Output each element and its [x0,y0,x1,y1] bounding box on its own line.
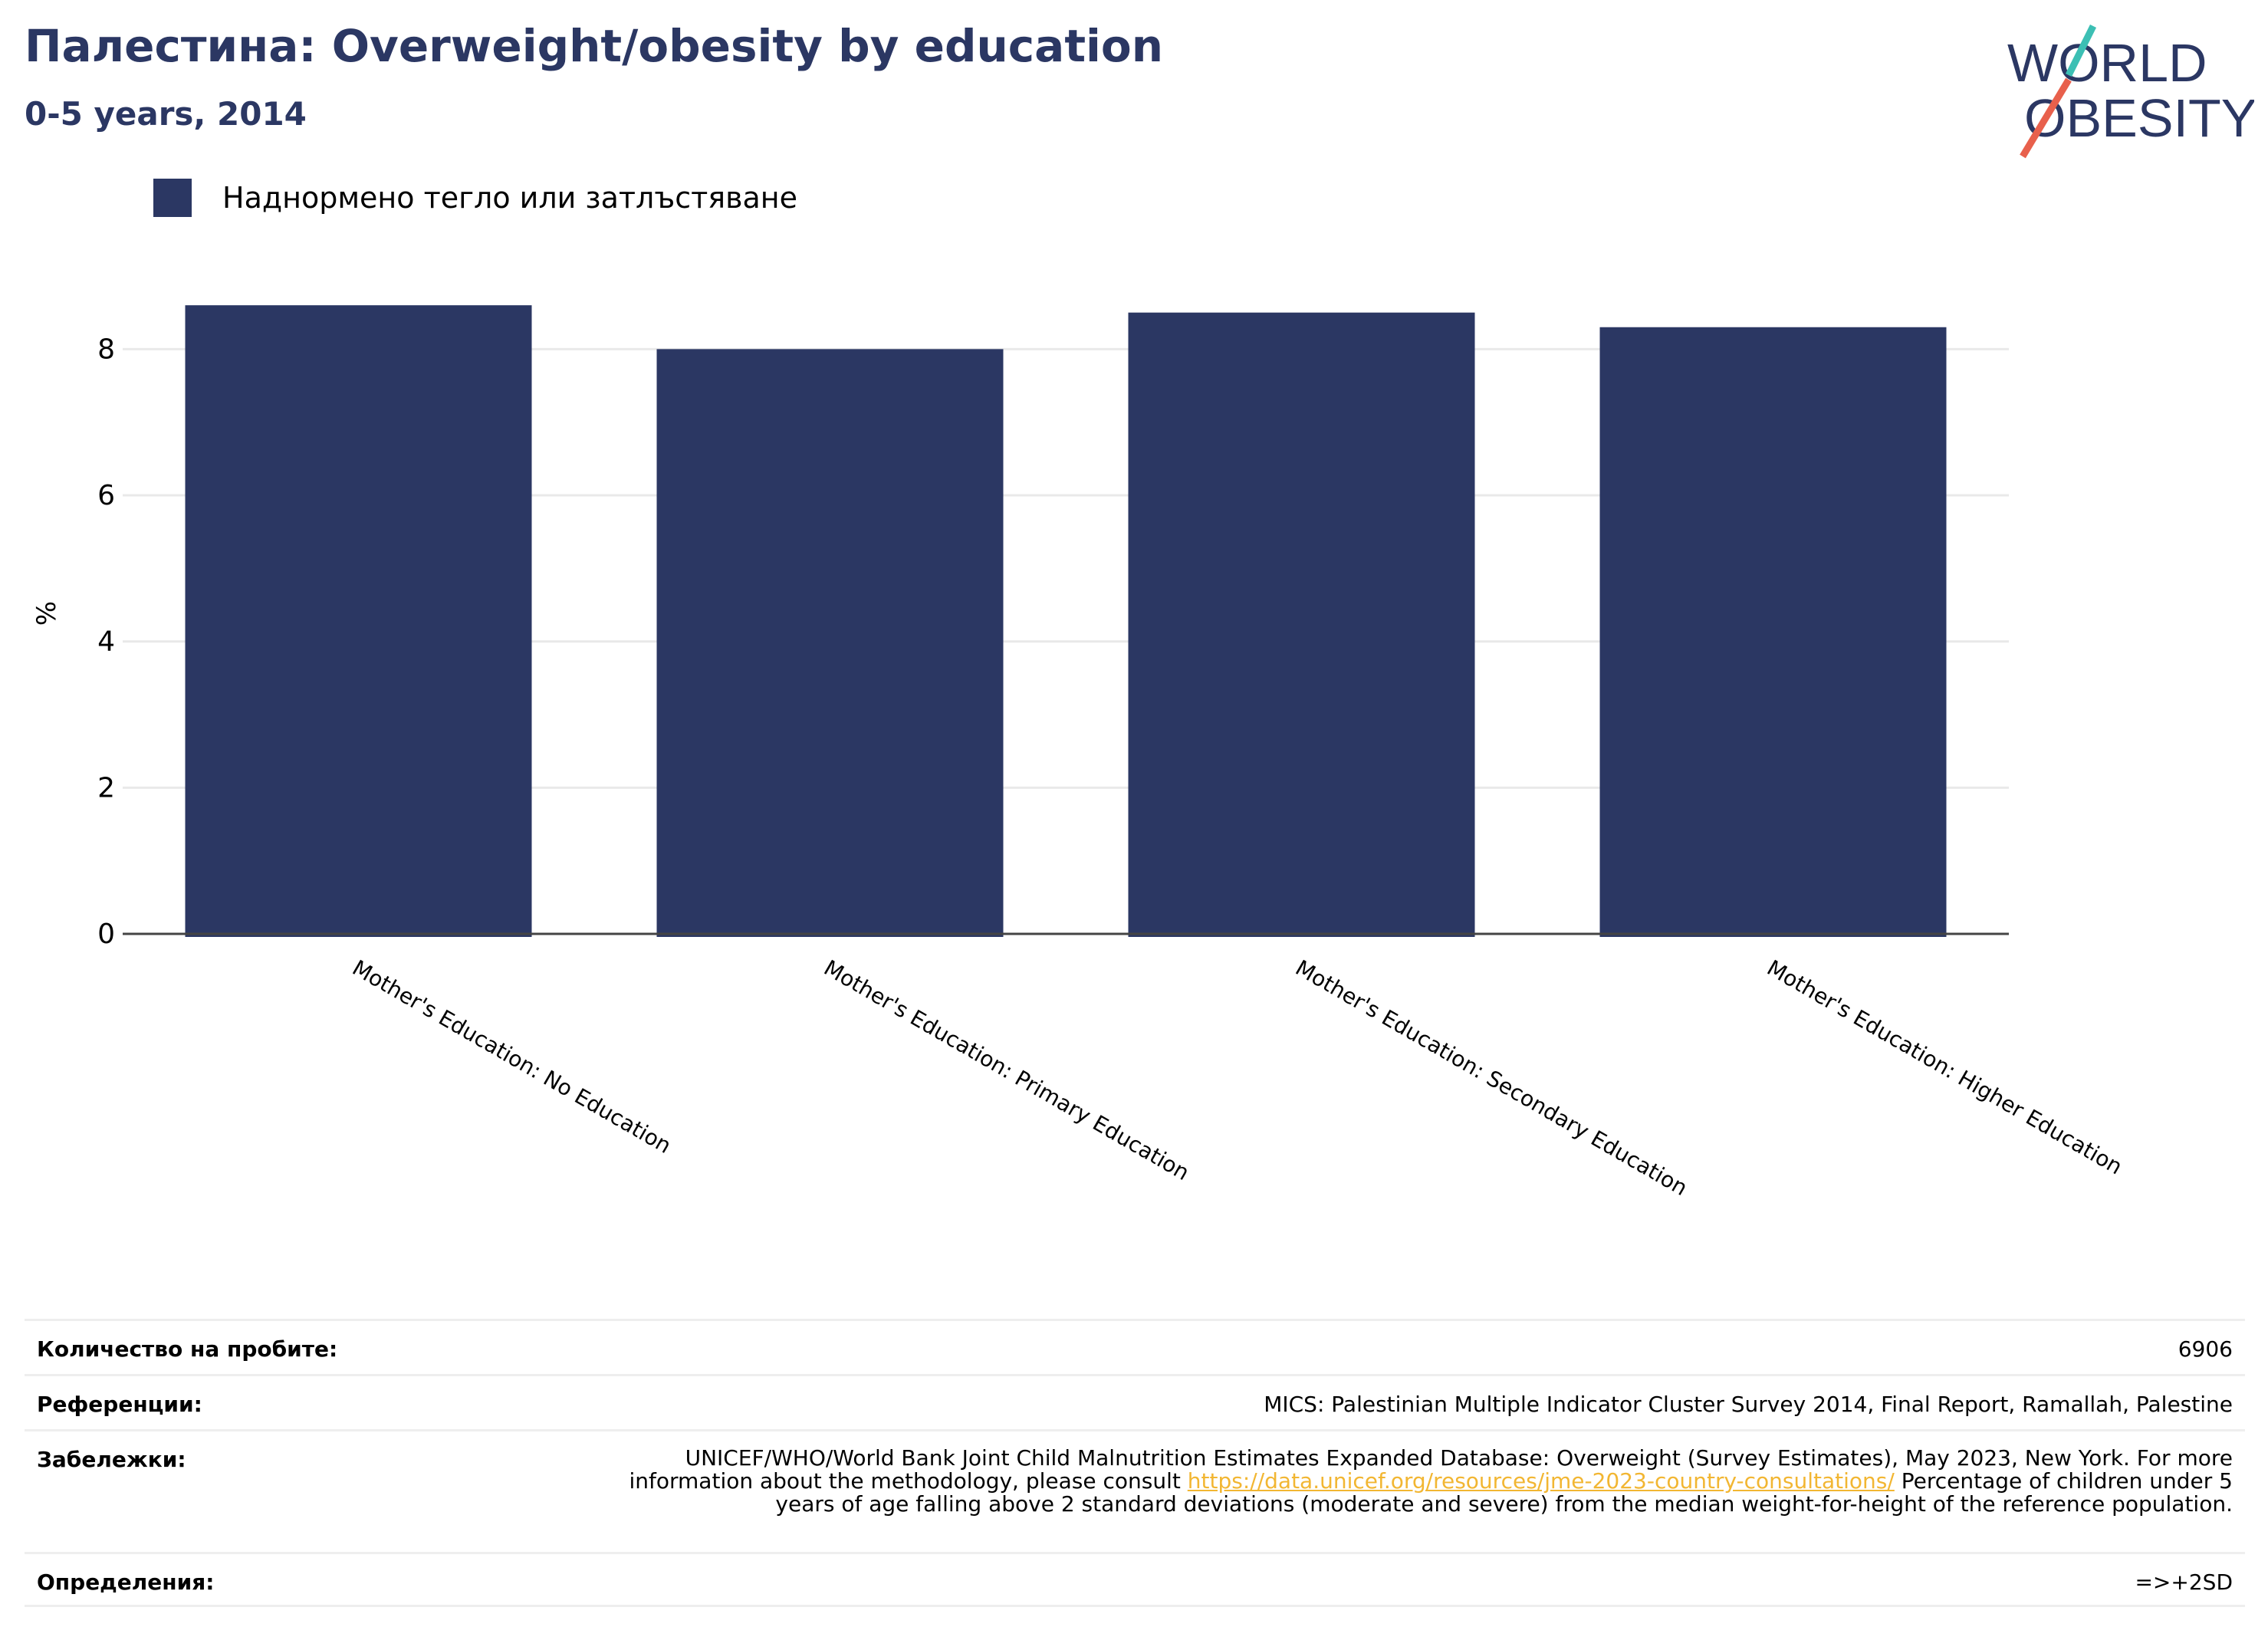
y-tick-label: 8 [97,334,115,365]
x-tick-label: Mother's Education: Primary Education [820,955,1194,1185]
info-row-definitions: Определения: =>+2SD [25,1552,2245,1607]
x-tick-labels: Mother's Education: No Education Mother's… [348,955,2127,1201]
x-tick-label: Mother's Education: Higher Education [1763,955,2127,1179]
x-tick-label: Mother's Education: No Education [348,955,675,1159]
logo-slash-red [2020,77,2072,159]
info-row-sample: Количество на пробите: 6906 [25,1319,2245,1374]
bars [185,305,1947,938]
y-tick-labels: 0 2 4 6 8 [97,334,115,950]
notes-label: Забележки: [37,1447,186,1472]
y-tick-label: 0 [97,919,115,950]
definitions-label: Определения: [37,1569,215,1595]
notes-text-pre: UNICEF/WHO/World Bank Joint Child Malnut… [629,1445,2233,1494]
legend-swatch [153,179,192,217]
chart-subtitle: 0-5 years, 2014 [25,95,307,133]
notes-value: UNICEF/WHO/World Bank Joint Child Malnut… [623,1431,2233,1552]
world-obesity-logo: WORLD OBESITY [2007,24,2254,159]
bar [185,305,532,938]
x-tick-label: Mother's Education: Secondary Education [1291,955,1691,1201]
methodology-link[interactable]: https://data.unicef.org/resources/jme-20… [1187,1468,1895,1494]
logo-word-world: WORLD [2007,33,2207,93]
logo-word-obesity: OBESITY [2024,88,2254,148]
legend[interactable]: Наднормено тегло или затлъстяване [153,178,797,218]
logo-slash-teal [2065,24,2097,77]
sample-label: Количество на пробите: [37,1336,338,1362]
y-tick-label: 6 [97,480,115,511]
sample-value: 6906 [2178,1336,2233,1362]
legend-label: Наднормено тегло или затлъстяване [222,181,797,215]
notes-text-post: Percentage of children under 5 years of … [775,1468,2233,1517]
bar [1599,327,1947,937]
references-value: MICS: Palestinian Multiple Indicator Clu… [1264,1392,2233,1417]
bar [1128,312,1475,938]
y-tick-label: 2 [97,772,115,804]
definitions-value: =>+2SD [2135,1569,2233,1595]
y-tick-label: 4 [97,626,115,658]
references-label: Референции: [37,1392,202,1417]
y-axis-label: % [31,601,62,626]
info-table: Количество на пробите: 6906 Референции: … [25,1319,2245,1607]
chart-title: Палестина: Overweight/obesity by educati… [25,20,1164,72]
info-row-notes: Забележки: UNICEF/WHO/World Bank Joint C… [25,1429,2245,1552]
bar [656,349,1004,937]
info-row-references: Референции: MICS: Palestinian Multiple I… [25,1374,2245,1429]
